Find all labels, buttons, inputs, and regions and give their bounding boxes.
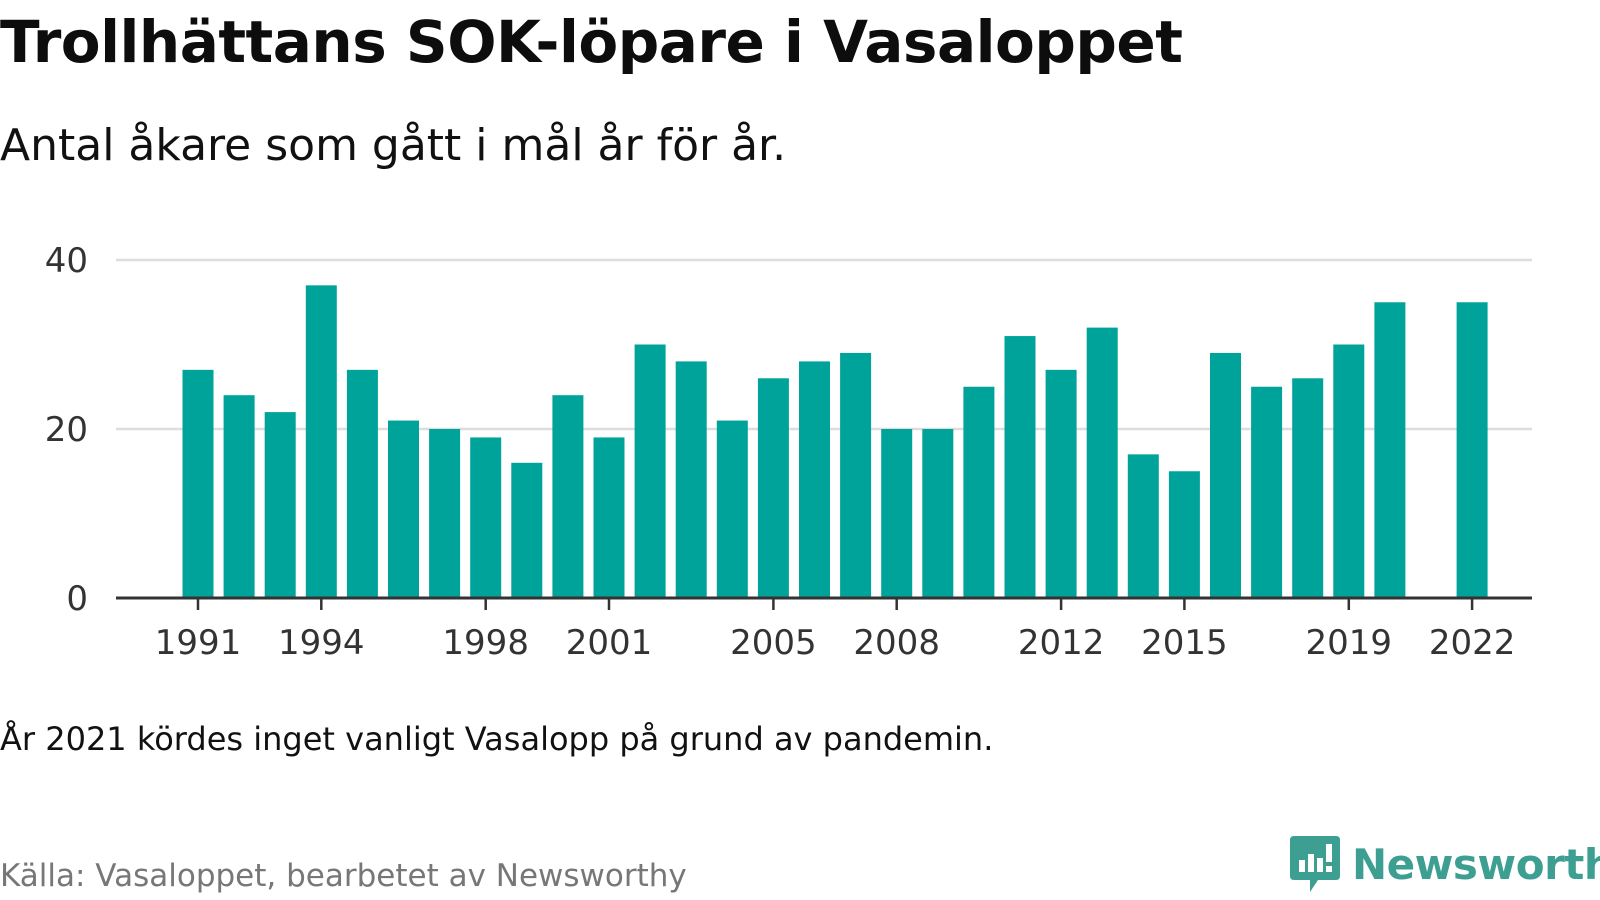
x-tick-label: 1998 [442,623,529,663]
source-credit: Källa: Vasaloppet, bearbetet av Newswort… [0,858,687,894]
chart-note: År 2021 kördes inget vanligt Vasalopp på… [0,720,994,758]
brand-logo[interactable]: Newsworthy [1290,836,1600,892]
bar-2012 [1045,369,1077,598]
bar-2017 [1251,386,1283,598]
bar-2015 [1168,471,1200,598]
bar-1992 [223,395,255,598]
x-tick-label: 2019 [1306,623,1393,663]
x-tick-label: 1991 [155,623,242,663]
bar-2011 [1004,336,1036,598]
bar-2009 [922,429,954,598]
x-tick-label: 2022 [1429,623,1516,663]
x-tick-label: 1994 [278,623,365,663]
y-tick-label: 40 [45,241,88,281]
brand-name: Newsworthy [1352,839,1600,889]
bar-2013 [1086,327,1118,598]
bar-2022 [1456,302,1488,598]
bar-2019 [1333,344,1365,598]
y-tick-label: 0 [66,579,88,619]
bar-1998 [470,437,502,598]
tick-labels: 0 20 40 1991 1994 1998 2001 2005 2008 2012 2015 201… [45,241,1516,663]
bar-2006 [799,361,830,598]
chart-subtitle: Antal åkare som gått i mål år för år. [0,120,787,171]
newsworthy-logo-icon [1290,836,1340,892]
x-tick-label: 2008 [853,623,940,663]
bar-2002 [634,344,666,598]
x-tick-label: 2012 [1018,623,1105,663]
bar-2014 [1127,454,1159,598]
bar-2007 [840,352,872,598]
bar-2008 [881,429,913,598]
bar-2001 [593,437,625,598]
bar-1991 [182,369,214,598]
bar-1996 [388,420,419,598]
x-tick-label: 2001 [566,623,653,663]
x-tick-label: 2015 [1141,623,1228,663]
bar-1999 [511,462,543,598]
bars [182,285,1488,598]
bar-2003 [675,361,707,598]
x-tick-label: 2005 [730,623,817,663]
bar-2016 [1210,352,1241,598]
bar-1995 [346,369,378,598]
bar-1994 [305,285,337,598]
bar-2018 [1292,378,1324,598]
y-tick-label: 20 [45,410,88,450]
bar-1993 [264,412,296,598]
bar-2005 [757,378,789,598]
bar-2010 [963,386,995,598]
chart-title: Trollhättans SOK-löpare i Vasaloppet [0,8,1183,76]
bar-2020 [1374,302,1406,598]
axes [116,596,1532,610]
bar-1997 [429,429,461,598]
bar-2000 [552,395,584,598]
bar-2004 [716,420,748,598]
